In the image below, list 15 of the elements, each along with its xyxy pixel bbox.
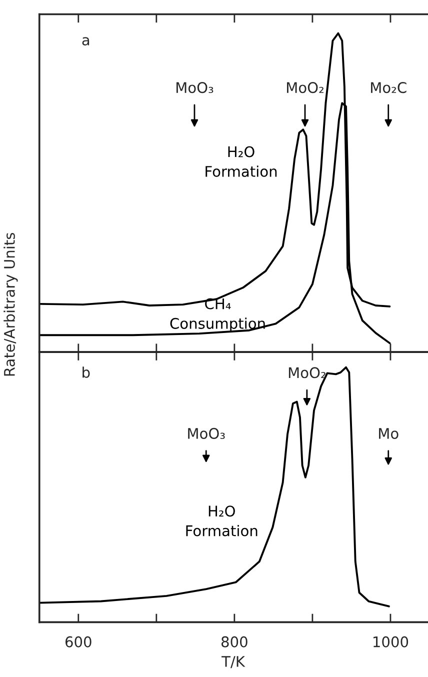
annotation: a <box>82 37 90 46</box>
annotation: MoO₂ <box>288 367 326 378</box>
x-tick-label: 800 <box>222 636 248 648</box>
annotation: Mo₂C <box>371 82 406 94</box>
y-axis-title: Rate/Arbitrary Units <box>4 232 18 376</box>
series-label: H₂O Formation <box>206 146 277 177</box>
x-tick-label: 600 <box>65 636 92 648</box>
annotation: MoO₃ <box>188 428 225 439</box>
annotation: b <box>82 366 90 378</box>
annotation: Mo <box>379 428 398 439</box>
series-label: H₂O Formation <box>186 506 258 536</box>
x-tick-label: 1000 <box>374 636 408 648</box>
annotation: MoO₂ <box>287 82 324 94</box>
annotation: MoO₃ <box>176 82 214 94</box>
x-axis-title: T/K <box>222 656 246 668</box>
